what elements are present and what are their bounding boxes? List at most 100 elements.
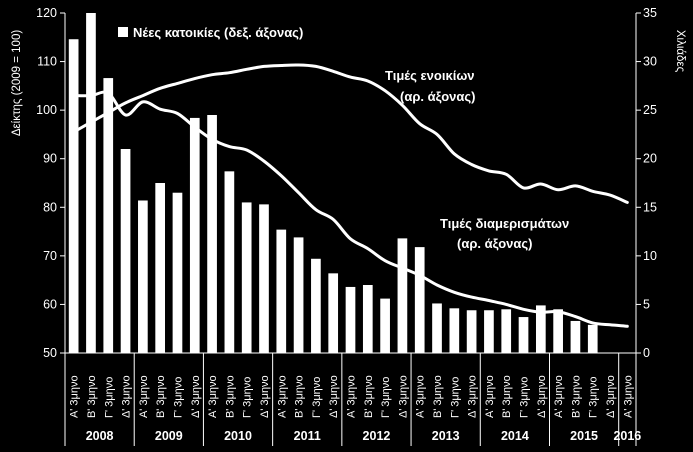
bar-new-homes <box>518 317 529 353</box>
y-left-tick-label: 100 <box>36 103 57 117</box>
bar-new-homes <box>311 258 321 353</box>
y-left-tick-label: 60 <box>43 297 57 311</box>
x-category-label: Α' 3μηνο <box>346 375 358 418</box>
y-axis-left-title: Δείκτης (2009 = 100) <box>11 30 23 136</box>
legend: Νέες κατοικίες (δεξ. άξονας) <box>118 25 303 40</box>
annotation-rent-line1: Τιμές ενοικίων <box>385 68 475 83</box>
y-left-tick-label: 110 <box>37 55 57 69</box>
x-category-label: Δ' 3μηνο <box>259 375 271 418</box>
legend-swatch-new-homes <box>118 27 128 37</box>
year-label: 2009 <box>155 429 183 443</box>
y-left-tick-label: 120 <box>36 6 57 20</box>
axes-group: 50 60 70 80 90 100 110 120 0 5 10 15 20 25 30 35 Α' 3μην… <box>36 6 657 446</box>
y-left-tick-label: 80 <box>43 200 57 214</box>
bar-new-homes <box>189 117 200 354</box>
bar-new-homes <box>414 247 425 353</box>
year-label: 2011 <box>294 429 321 443</box>
bar-new-homes <box>103 78 114 353</box>
bar-new-homes <box>86 13 96 353</box>
line-rent-prices <box>72 63 629 204</box>
bar-new-homes <box>587 324 598 353</box>
x-category-label: Δ' 3μηνο <box>536 375 548 418</box>
x-category-label: Δ' 3μηνο <box>121 375 133 418</box>
x-category-label: Δ' 3μηνο <box>397 375 409 418</box>
bar-new-homes <box>345 286 356 353</box>
bar-new-homes <box>328 273 339 353</box>
y-left-tick-label: 50 <box>43 346 57 360</box>
x-category-label: Γ' 3μηνο <box>588 377 600 418</box>
x-category-label: Γ' 3μηνο <box>449 377 461 418</box>
x-category-label: Γ' 3μηνο <box>519 377 531 418</box>
bar-new-homes <box>68 39 79 353</box>
x-category-label: Α' 3μηνο <box>484 375 496 418</box>
annotation-apartments-line1: Τιμές διαμερισμάτων <box>440 216 569 231</box>
bar-new-homes <box>432 303 442 353</box>
bar-new-homes <box>362 285 373 353</box>
bar-new-homes <box>138 200 148 353</box>
x-category-label: Α' 3μηνο <box>69 375 81 418</box>
bar-new-homes <box>293 237 304 353</box>
x-category-label: Α' 3μηνο <box>276 375 288 418</box>
bars-group <box>68 13 598 354</box>
x-category-label: Α' 3μηνο <box>622 375 634 418</box>
bar-new-homes <box>397 238 408 353</box>
annotation-rent-line2: (αρ. άξονας) <box>400 89 475 104</box>
y-right-tick-label: 30 <box>643 55 657 69</box>
y-right-tick-label: 20 <box>643 152 657 166</box>
x-category-label: Δ' 3μηνο <box>328 375 340 418</box>
x-category-label: Δ' 3μηνο <box>467 375 479 418</box>
year-label: 2010 <box>224 429 252 443</box>
x-category-label: Α' 3μηνο <box>415 375 427 418</box>
bar-new-homes <box>241 202 252 353</box>
bar-new-homes <box>449 308 460 353</box>
x-category-label: Δ' 3μηνο <box>605 375 617 418</box>
x-category-label: Γ' 3μηνο <box>103 377 115 418</box>
bar-new-homes <box>570 320 581 353</box>
year-label: 2013 <box>432 429 460 443</box>
x-category-label: Β' 3μηνο <box>86 375 98 418</box>
x-category-label: Γ' 3μηνο <box>242 377 254 418</box>
x-category-label: Δ' 3μηνο <box>190 375 202 418</box>
x-category-label: Α' 3μηνο <box>207 375 219 418</box>
bar-new-homes <box>155 183 166 353</box>
y-right-tick-label: 0 <box>643 346 650 360</box>
y-axis-right-title: Χιλιάδες <box>674 30 686 73</box>
year-label: 2012 <box>363 429 391 443</box>
y-right-tick-label: 5 <box>643 297 650 311</box>
y-left-tick-label: 70 <box>43 249 57 263</box>
x-category-label: Α' 3μηνο <box>138 375 150 418</box>
bar-new-homes <box>120 149 131 353</box>
x-category-label: Β' 3μηνο <box>363 375 375 418</box>
y-right-tick-label: 35 <box>643 6 657 20</box>
line-apartment-prices <box>72 90 629 328</box>
year-label: 2014 <box>501 429 529 443</box>
x-category-label: Β' 3μηνο <box>224 375 236 418</box>
annotation-apartments-line2: (αρ. άξονας) <box>457 236 532 251</box>
x-category-label: Β' 3μηνο <box>155 375 167 418</box>
bar-new-homes <box>259 204 269 353</box>
lines-group <box>72 63 629 328</box>
y-right-tick-label: 15 <box>643 200 657 214</box>
year-label: 2016 <box>613 429 641 443</box>
year-label: 2015 <box>570 429 598 443</box>
x-category-label: Β' 3μηνο <box>570 375 582 418</box>
bar-new-homes <box>224 171 235 353</box>
x-category-label: Γ' 3μηνο <box>173 377 185 418</box>
x-category-label: Γ' 3μηνο <box>380 377 392 418</box>
x-category-label: Γ' 3μηνο <box>311 377 323 418</box>
bar-new-homes <box>380 298 390 353</box>
bar-new-homes <box>501 309 512 353</box>
x-category-label: Β' 3μηνο <box>294 375 306 418</box>
x-category-label: Β' 3μηνο <box>501 375 513 418</box>
bar-new-homes <box>484 310 494 353</box>
y-left-tick-label: 90 <box>43 152 57 166</box>
bar-new-homes <box>553 309 563 353</box>
x-category-label: Β' 3μηνο <box>432 375 444 418</box>
x-category-label: Α' 3μηνο <box>553 375 565 418</box>
y-right-tick-label: 10 <box>643 249 657 263</box>
legend-label-new-homes: Νέες κατοικίες (δεξ. άξονας) <box>133 25 303 40</box>
bar-new-homes <box>535 305 546 353</box>
bar-new-homes <box>172 192 183 353</box>
